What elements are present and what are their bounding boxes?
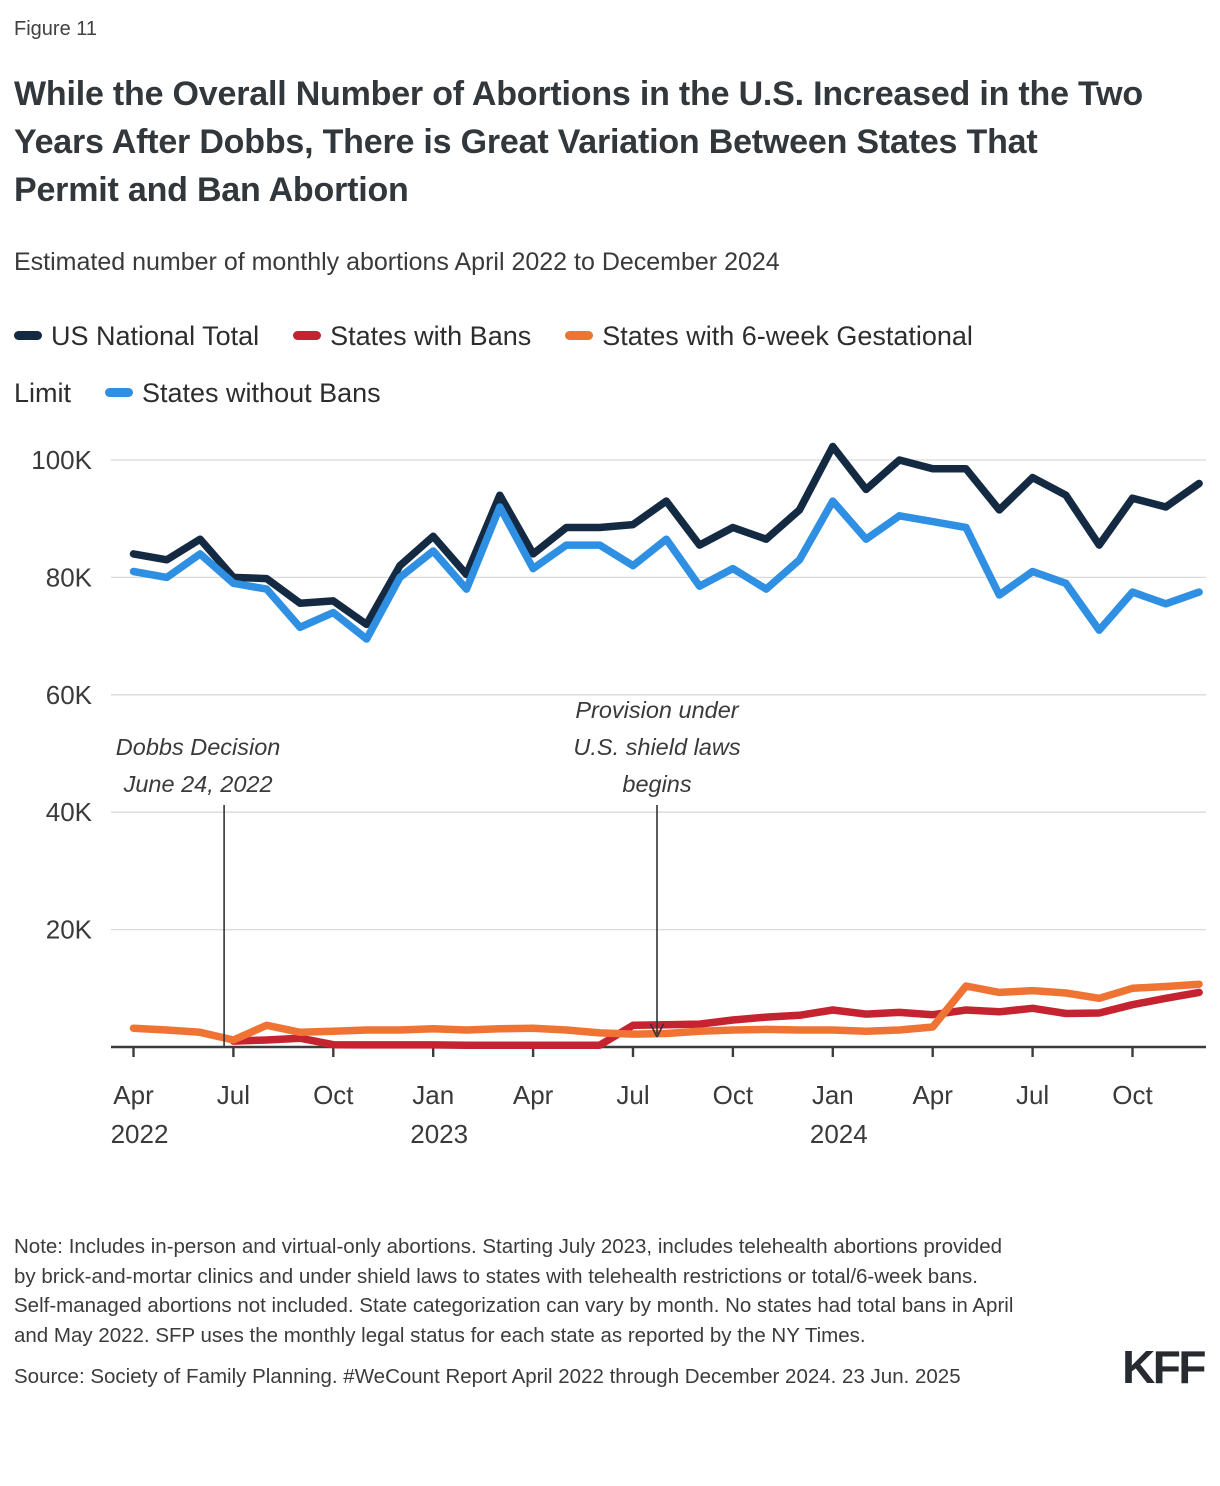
y-axis-labels: 20K 40K 60K 80K 100K	[31, 445, 92, 945]
x-year-label: 2023	[410, 1119, 468, 1149]
x-tick-label: Oct	[313, 1080, 354, 1110]
series-line-states-without-bans	[129, 497, 1203, 643]
x-year-label: 2024	[810, 1119, 868, 1149]
source-row: Source: Society of Family Planning. #WeC…	[14, 1341, 1206, 1393]
x-tick-label: Jul	[217, 1080, 250, 1110]
legend-label: States without Bans	[142, 378, 381, 408]
y-tick-label: 60K	[46, 680, 93, 710]
series-line-us-national-total	[129, 442, 1203, 629]
series-line-states-with-6-week-gestational-limit	[129, 980, 1203, 1044]
annotation-text-shield-laws: U.S. shield laws	[573, 734, 740, 760]
y-tick-label: 40K	[46, 797, 93, 827]
x-year-label: 2022	[111, 1119, 169, 1149]
annotations: Dobbs Decision June 24, 2022 Provision und…	[116, 697, 741, 1046]
x-tick-label: Jan	[812, 1080, 854, 1110]
page-title: While the Overall Number of Abortions in…	[14, 75, 1143, 209]
x-tick-label: Jan	[412, 1080, 454, 1110]
x-tick-label: Oct	[713, 1080, 754, 1110]
legend-label: States with 6-week Gestational Limit	[14, 321, 973, 408]
y-tick-label: 100K	[31, 445, 92, 475]
series-line-states-with-bans	[229, 988, 1203, 1049]
legend-item: US National Total	[14, 321, 259, 351]
chart-note: Note: Includes in-person and virtual-onl…	[14, 1235, 1014, 1347]
figure-label: Figure 11	[14, 18, 98, 40]
legend-item: States with 6-week Gestational Limit	[14, 321, 973, 408]
x-tick-label: Apr	[513, 1080, 554, 1110]
legend-label: States with Bans	[330, 321, 532, 351]
legend-swatch	[105, 388, 134, 398]
annotation-text-dobbs-decision: Dobbs Decision	[116, 734, 281, 760]
legend-item: States without Bans	[105, 378, 381, 408]
y-tick-label: 80K	[46, 562, 93, 592]
chart-source: Source: Society of Family Planning. #WeC…	[14, 1365, 961, 1389]
annotation-text-dobbs-decision: June 24, 2022	[123, 771, 273, 797]
x-tick-label: Jul	[1016, 1080, 1049, 1110]
abortions-trend-chart: 20K 40K 60K 80K 100K Apr Jul Oct Jan Apr Jul Oct Ja…	[31, 442, 1206, 1149]
x-tick-label: Jul	[616, 1080, 649, 1110]
series-lines	[129, 442, 1203, 1049]
annotation-arrowhead	[656, 1023, 665, 1038]
y-tick-label: 20K	[46, 915, 93, 945]
legend-swatch	[14, 331, 42, 341]
gridlines	[111, 459, 1206, 931]
x-tick-label: Oct	[1112, 1080, 1153, 1110]
legend-swatch	[565, 331, 594, 341]
legend-swatch	[293, 331, 322, 341]
annotation-text-shield-laws: Provision under	[575, 697, 739, 723]
legend: US National Total States with Bans States …	[14, 308, 1019, 422]
annotation-text-shield-laws: begins	[622, 771, 691, 797]
annotation-arrowhead	[649, 1023, 658, 1038]
legend-item: States with Bans	[293, 321, 531, 351]
x-axis: Apr Jul Oct Jan Apr Jul Oct Jan Apr Jul Oct 2022 202…	[111, 1045, 1206, 1149]
legend-label: US National Total	[51, 321, 260, 351]
x-tick-label: Apr	[912, 1080, 953, 1110]
chart-subtitle: Estimated number of monthly abortions Ap…	[14, 248, 780, 276]
x-tick-label: Apr	[113, 1080, 154, 1110]
kff-logo: KFF	[1122, 1340, 1206, 1393]
